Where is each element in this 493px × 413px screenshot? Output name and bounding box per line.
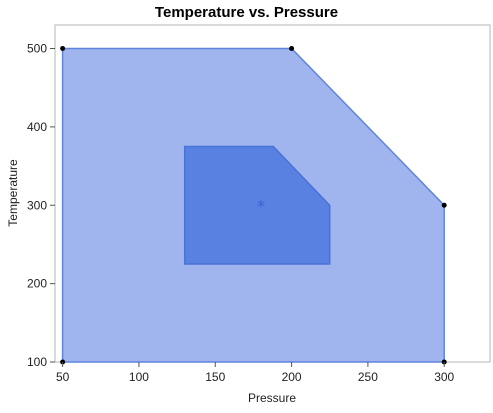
y-axis-label: Temperature xyxy=(6,159,20,227)
x-tick-label: 100 xyxy=(129,370,149,384)
y-axis: 100 200 300 400 500 xyxy=(27,42,55,369)
vertex-point xyxy=(60,46,66,52)
x-axis: 50 100 150 200 250 300 xyxy=(56,362,455,384)
vertex-point xyxy=(441,202,447,208)
center-marker: * xyxy=(257,196,265,215)
x-tick-label: 50 xyxy=(56,370,70,384)
x-tick-label: 200 xyxy=(282,370,302,384)
regions-layer xyxy=(61,47,445,363)
x-tick-label: 250 xyxy=(358,370,378,384)
y-tick-label: 500 xyxy=(27,42,47,56)
x-axis-label: Pressure xyxy=(248,391,296,405)
y-tick-label: 400 xyxy=(27,120,47,134)
y-tick-label: 100 xyxy=(27,355,47,369)
chart-title: Temperature vs. Pressure xyxy=(154,4,339,21)
vertex-point xyxy=(289,46,295,52)
y-tick-label: 200 xyxy=(27,277,47,291)
region-inner xyxy=(183,145,331,265)
y-tick-label: 300 xyxy=(27,198,47,212)
x-tick-label: 300 xyxy=(434,370,454,384)
x-tick-label: 150 xyxy=(205,370,225,384)
